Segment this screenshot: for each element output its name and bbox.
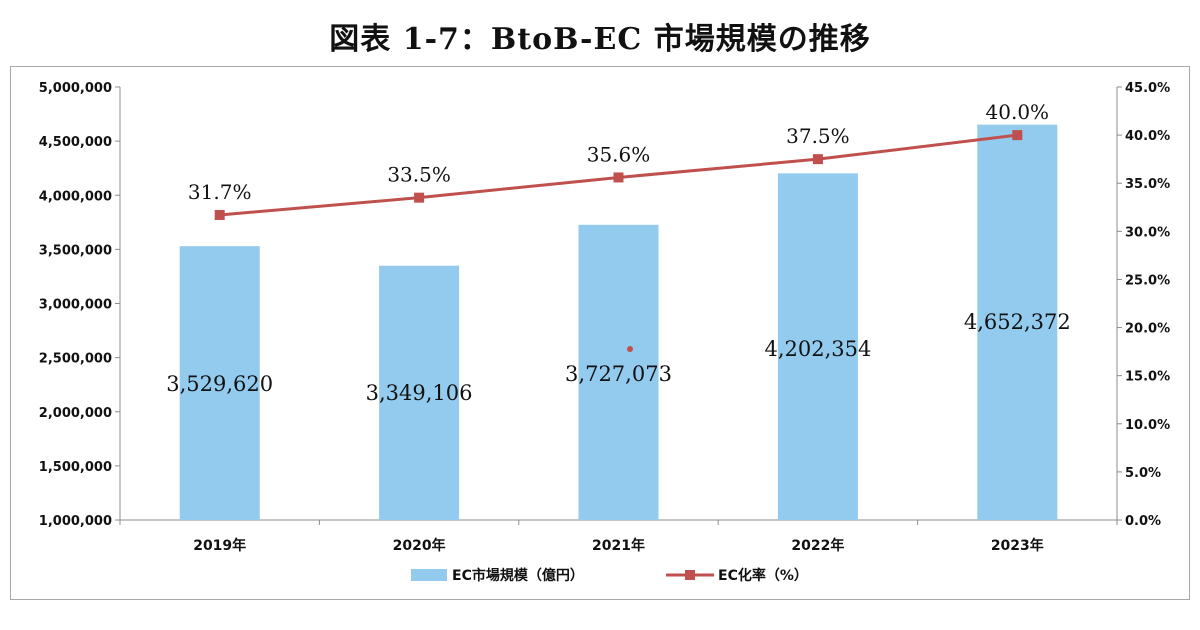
bar-series [179,124,1058,520]
data-labels: 3,529,620 3,349,106 3,727,073 4,202,354 4,65… [166,100,1070,405]
bar-value-label: 4,202,354 [764,337,871,361]
line-value-label: 33.5% [387,163,451,187]
chart-title: 図表 1-7：BtoB-EC 市場規模の推移 [329,22,871,57]
x-tick-label: 2020年 [393,537,446,554]
line-marker [414,192,425,203]
line-series [214,130,1023,220]
y-left-tick-label: 5,000,000 [39,81,112,96]
line-value-label: 40.0% [986,100,1050,124]
y-right-tick-label: 30.0% [1125,225,1170,240]
chart-axes: 1,000,000 1,500,000 2,000,000 2,500,000 3,00… [39,81,1170,554]
bar-value-label: 3,349,106 [366,381,473,405]
legend-line-marker [685,570,695,580]
x-tick-label: 2021年 [592,537,645,554]
bar-value-label: 3,529,620 [166,372,273,396]
y-right-tick-label: 5.0% [1125,466,1161,481]
y-right-tick-label: 40.0% [1125,129,1170,144]
bar-value-label: 3,727,073 [565,362,672,386]
line-marker [613,172,624,183]
line-value-label: 31.7% [188,180,252,204]
x-tick-label: 2019年 [193,537,246,554]
bar [379,265,460,520]
legend-bar-swatch [411,569,447,581]
line-value-label: 35.6% [587,142,651,166]
y-left-tick-label: 4,000,000 [39,189,112,204]
y-right-tick-label: 0.0% [1125,514,1161,529]
legend: EC市場規模（億円） EC化率（%） [411,567,808,584]
bar [777,173,858,520]
y-right-tick-label: 45.0% [1125,81,1170,96]
line-marker [1012,130,1023,141]
y-left-tick-label: 2,500,000 [39,352,112,367]
line-marker [214,209,225,220]
y-right-tick-label: 15.0% [1125,370,1170,385]
x-tick-label: 2023年 [991,537,1044,554]
y-right-tick-label: 10.0% [1125,418,1170,433]
bar-value-label: 4,652,372 [964,310,1071,334]
bar [578,224,659,520]
legend-line-label: EC化率（%） [718,567,808,584]
legend-bar-label: EC市場規模（億円） [452,567,584,584]
y-left-tick-label: 1,000,000 [39,514,112,529]
y-left-tick-label: 4,500,000 [39,135,112,150]
y-left-tick-label: 3,500,000 [39,243,112,258]
bar [977,124,1058,520]
chart-frame [10,66,1190,600]
y-right-tick-label: 35.0% [1125,177,1170,192]
y-left-tick-label: 1,500,000 [39,460,112,475]
y-right-tick-label: 25.0% [1125,273,1170,288]
line-value-label: 37.5% [786,124,850,148]
y-left-tick-label: 2,000,000 [39,406,112,421]
stray-marker-dot [627,346,633,352]
y-right-tick-label: 20.0% [1125,322,1170,337]
x-tick-label: 2022年 [791,537,844,554]
line-marker [812,154,823,165]
y-left-tick-label: 3,000,000 [39,298,112,313]
bar [179,246,260,520]
